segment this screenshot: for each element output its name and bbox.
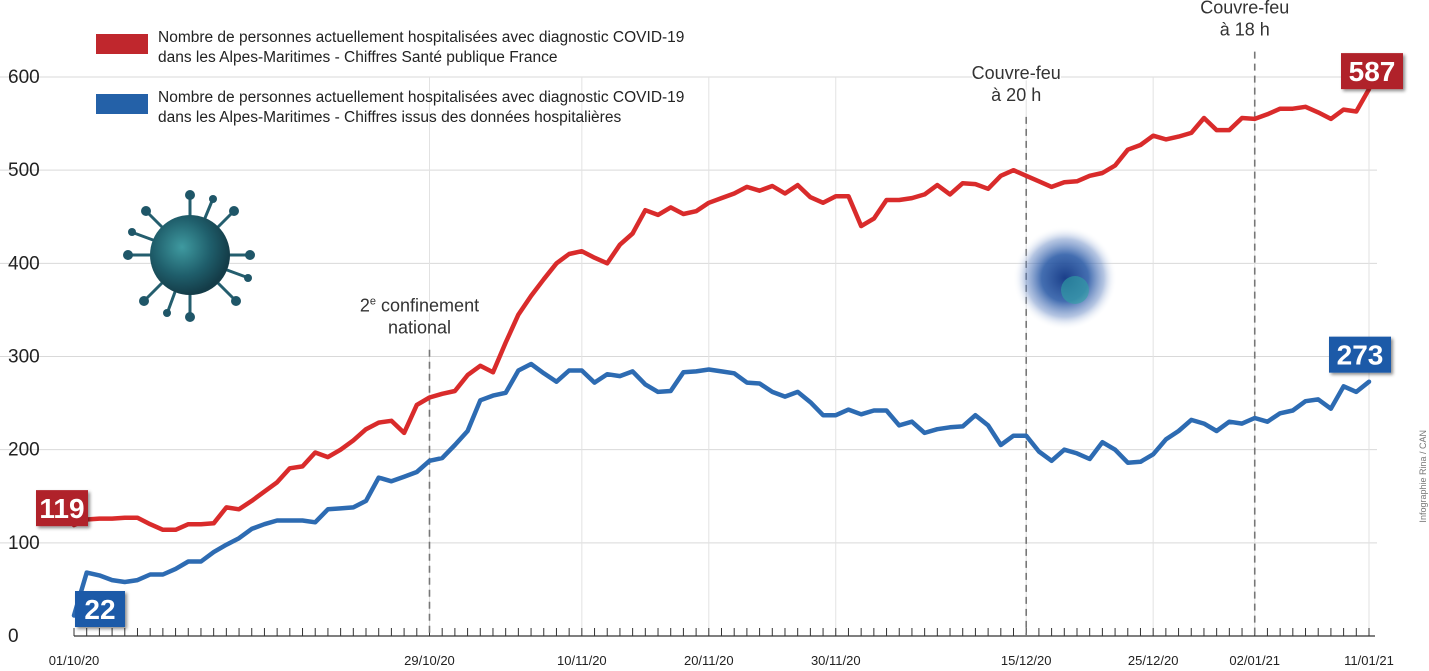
blurred-virus-icon [1013,226,1117,330]
annotation-text: à 20 h [991,85,1041,105]
annotation-label: Couvre-feu à 18 h [1199,0,1291,41]
x-tick-label: 02/01/21 [1229,653,1280,668]
x-tick-label: 20/11/20 [684,653,734,668]
annotation-text: Couvre-feu [972,63,1061,83]
value-badge-box [75,591,125,627]
value-badges: 119 587 22 273 [36,53,1403,627]
series-line-sante_publique_france [71,86,1372,533]
y-tick-label: 200 [8,440,40,461]
legend-label: Nombre de personnes actuellement hospita… [158,29,685,66]
grid [0,76,1377,636]
value-badge: 587 [1341,53,1403,90]
x-tick-label: 10/11/20 [557,653,607,668]
x-tick-label: 29/10/20 [404,653,455,668]
x-tick-label: 30/11/20 [811,653,861,668]
value-badge-label: 587 [1349,56,1396,87]
value-badge-box [1329,336,1391,373]
credit: Infographie Rina / CAN [1418,430,1428,523]
annotation-text-part: e [370,296,376,308]
annotation-text: national [388,318,451,338]
x-tick-label: 15/12/20 [1001,653,1052,668]
value-badge-box [1341,53,1403,90]
series-line-donnees_hospitalieres [71,361,1372,618]
y-axis: 0 100 200 300 400 500 600 [8,67,40,647]
virus-illustration-icon [123,190,255,322]
x-tick-label: 11/01/21 [1344,653,1394,668]
annotation-text: 2e confinement [360,296,479,316]
y-tick-label: 400 [8,253,40,274]
legend-swatch-red [96,34,148,54]
x-axis: 01/10/20 29/10/20 10/11/20 20/11/20 30/11/20… [49,628,1394,668]
value-badge-label: 273 [1337,340,1384,371]
y-tick-label: 100 [8,533,40,554]
x-tick-label: 25/12/20 [1128,653,1179,668]
value-badge-box [36,490,88,527]
y-tick-label: 300 [8,347,40,368]
legend-swatch-blue [96,94,148,114]
y-tick-label: 0 [8,626,19,647]
annotation-text-part: confinement [376,296,479,316]
annotation-text: Couvre-feu [1200,0,1289,18]
series-lines [71,86,1372,618]
value-badge-label: 22 [84,594,115,625]
value-badge-label: 119 [39,493,84,524]
legend-label: Nombre de personnes actuellement hospita… [158,89,685,126]
value-badge: 119 [36,490,88,527]
value-badge: 22 [75,591,125,627]
annotation-text-part: 2 [360,296,370,316]
annotation-text: à 18 h [1220,20,1270,40]
y-tick-label: 500 [8,160,40,181]
x-tick-label: 01/10/20 [49,653,100,668]
y-tick-label: 600 [8,67,40,88]
value-badge: 273 [1329,336,1391,373]
